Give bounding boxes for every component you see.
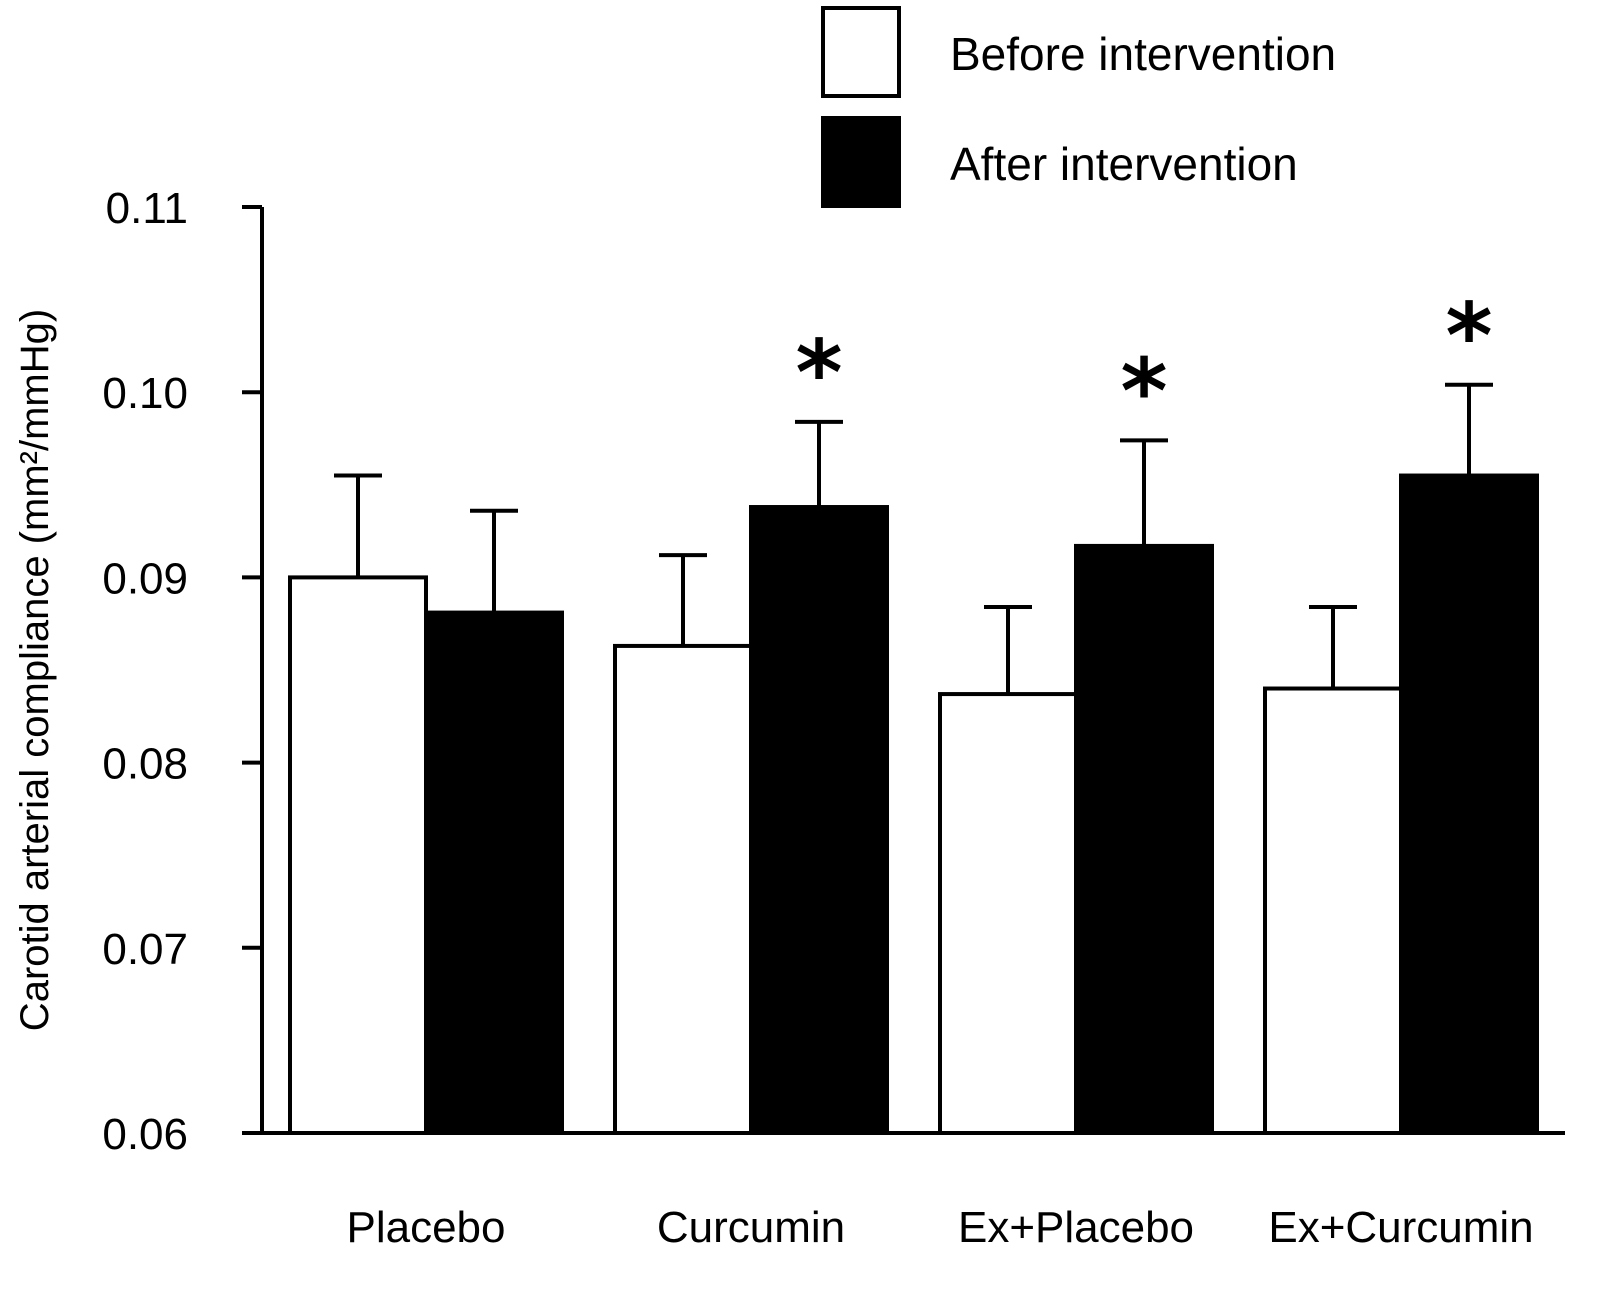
legend-label: After intervention [950,138,1298,190]
significance-star: * [1120,339,1167,444]
category-label: Curcumin [657,1203,845,1252]
y-tick-label: 0.11 [106,184,188,233]
legend-swatch [821,116,901,208]
y-tick-label: 0.10 [102,369,188,418]
bar [1399,473,1539,1136]
axes: 0.06 0.07 0.08 0.09 0.10 0.11 Placebo Curcumin E… [102,184,1565,1252]
bars: * * * [288,284,1539,1136]
bar [749,505,889,1135]
y-tick-label: 0.07 [102,925,188,974]
y-tick-label: 0.08 [102,740,188,789]
legend-label: Before intervention [950,28,1336,80]
category-label: Ex+Curcumin [1268,1203,1533,1252]
bar [938,692,1078,1135]
bar [288,575,428,1135]
category-label: Placebo [346,1203,505,1252]
y-axis-label: Carotid arterial compliance (mm²/mmHg) [13,309,57,1031]
legend-swatch [821,6,901,98]
bar [424,610,564,1135]
bar [1263,686,1403,1136]
significance-star: * [1445,284,1492,389]
y-tick-label: 0.09 [102,554,188,603]
bar [613,643,753,1135]
bar [1074,543,1214,1135]
y-tick-label: 0.06 [102,1110,188,1159]
category-label: Ex+Placebo [958,1203,1194,1252]
significance-star: * [795,321,842,426]
legend: Before intervention After intervention [821,6,1336,208]
